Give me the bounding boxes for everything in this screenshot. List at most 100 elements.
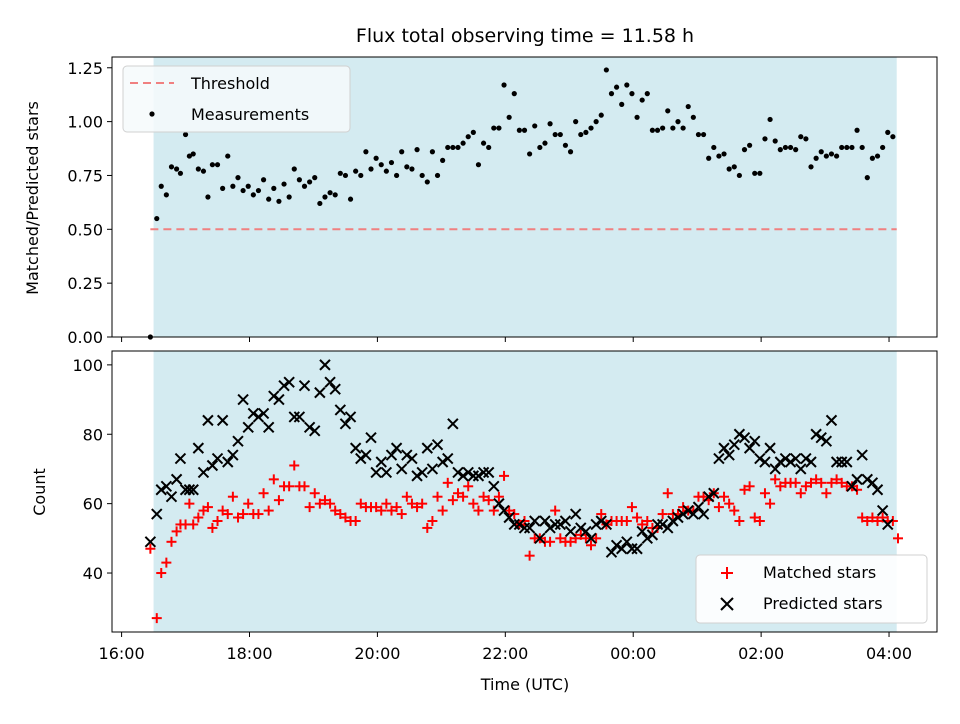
measurement-point	[337, 170, 343, 176]
matched-point	[565, 536, 576, 547]
measurement-point	[793, 147, 799, 153]
predicted-point	[324, 376, 336, 388]
bottom-y-axis-label: Count	[30, 468, 49, 516]
measurement-point	[665, 108, 671, 114]
predicted-point	[667, 515, 679, 527]
measurement-point	[813, 155, 819, 161]
matched-point	[545, 536, 556, 547]
predicted-point	[211, 452, 224, 465]
matched-point	[775, 481, 786, 492]
matched-point	[765, 498, 776, 509]
measurement-point	[849, 144, 855, 151]
measurement-point	[358, 172, 364, 179]
predicted-point	[749, 435, 761, 447]
measurement-point	[639, 97, 645, 103]
matched-point	[376, 505, 387, 516]
predicted-point	[513, 518, 526, 531]
matched-point	[831, 474, 842, 485]
matched-point	[555, 533, 566, 544]
matched-point	[263, 505, 274, 516]
matched-point	[488, 505, 499, 516]
measurement-point	[726, 166, 732, 172]
matched-point	[330, 505, 341, 516]
x-tick-label: 02:00	[738, 644, 784, 663]
predicted-point	[641, 532, 653, 545]
measurement-point	[634, 114, 640, 120]
measurement-point	[182, 131, 189, 138]
predicted-point	[805, 456, 817, 468]
matched-point	[591, 533, 602, 544]
measurement-point	[230, 183, 236, 189]
y-tick-label: 100	[72, 356, 103, 375]
matched-point	[161, 557, 172, 568]
predicted-point	[390, 442, 403, 454]
measurement-point	[629, 91, 635, 97]
matched-point	[314, 498, 325, 509]
predicted-point	[692, 501, 705, 513]
predicted-point	[151, 508, 163, 520]
measurement-point	[353, 168, 359, 174]
matched-point	[637, 519, 648, 530]
measurement-point	[619, 101, 625, 107]
predicted-point	[314, 386, 326, 399]
measurement-point	[706, 155, 712, 161]
predicted-point	[559, 515, 572, 527]
measurement-point	[885, 129, 891, 135]
predicted-point	[697, 508, 710, 520]
matched-point	[754, 515, 765, 526]
legend-predicted-swatch	[720, 597, 734, 611]
measurement-point	[690, 114, 696, 120]
matched-point	[739, 484, 750, 495]
measurement-point	[332, 192, 338, 198]
measurement-point	[301, 183, 308, 189]
predicted-point	[202, 414, 214, 427]
legend-threshold-label: Threshold	[190, 74, 270, 93]
y-tick-label: 40	[83, 564, 103, 583]
measurement-point	[491, 125, 497, 131]
predicted-point	[764, 442, 776, 454]
measurement-point	[276, 198, 282, 204]
bottom-y-axis: 40 60 80 100	[72, 356, 112, 583]
predicted-point	[247, 407, 260, 420]
predicted-point	[743, 442, 756, 454]
matched-point	[642, 515, 653, 526]
matched-point	[217, 505, 228, 516]
measurement-point	[465, 134, 471, 140]
predicted-point	[784, 456, 797, 468]
legend-matched-label: Matched stars	[763, 563, 876, 582]
predicted-point	[396, 463, 408, 475]
matched-point	[892, 533, 903, 544]
predicted-point	[687, 508, 700, 520]
predicted-point	[866, 477, 879, 489]
predicted-point	[268, 390, 280, 402]
measurement-point	[486, 144, 492, 151]
predicted-point	[534, 532, 546, 545]
predicted-point	[779, 452, 792, 465]
predicted-point	[257, 407, 270, 420]
measurement-point	[378, 162, 384, 168]
predicted-point	[636, 525, 648, 538]
top-axes-frame	[111, 56, 938, 338]
measurement-point	[317, 200, 323, 207]
matched-point	[268, 474, 279, 485]
predicted-point	[871, 484, 884, 496]
matched-point	[811, 474, 822, 485]
measurement-point	[777, 147, 783, 153]
measurement-point	[250, 192, 256, 198]
measurement-point	[177, 170, 184, 176]
predicted-point	[273, 393, 285, 406]
matched-point	[632, 512, 643, 523]
y-tick-label: 0.50	[67, 220, 103, 239]
matched-point	[678, 502, 689, 513]
measurement-point	[347, 196, 354, 202]
x-tick-label: 20:00	[354, 644, 400, 663]
measurement-point	[782, 144, 789, 151]
predicted-point	[585, 532, 597, 545]
predicted-point	[329, 383, 341, 395]
measurement-point	[383, 168, 389, 174]
predicted-point	[856, 449, 868, 461]
matched-point	[412, 502, 423, 513]
measurement-point	[644, 91, 650, 97]
predicted-point	[718, 442, 730, 454]
predicted-point	[488, 480, 500, 493]
